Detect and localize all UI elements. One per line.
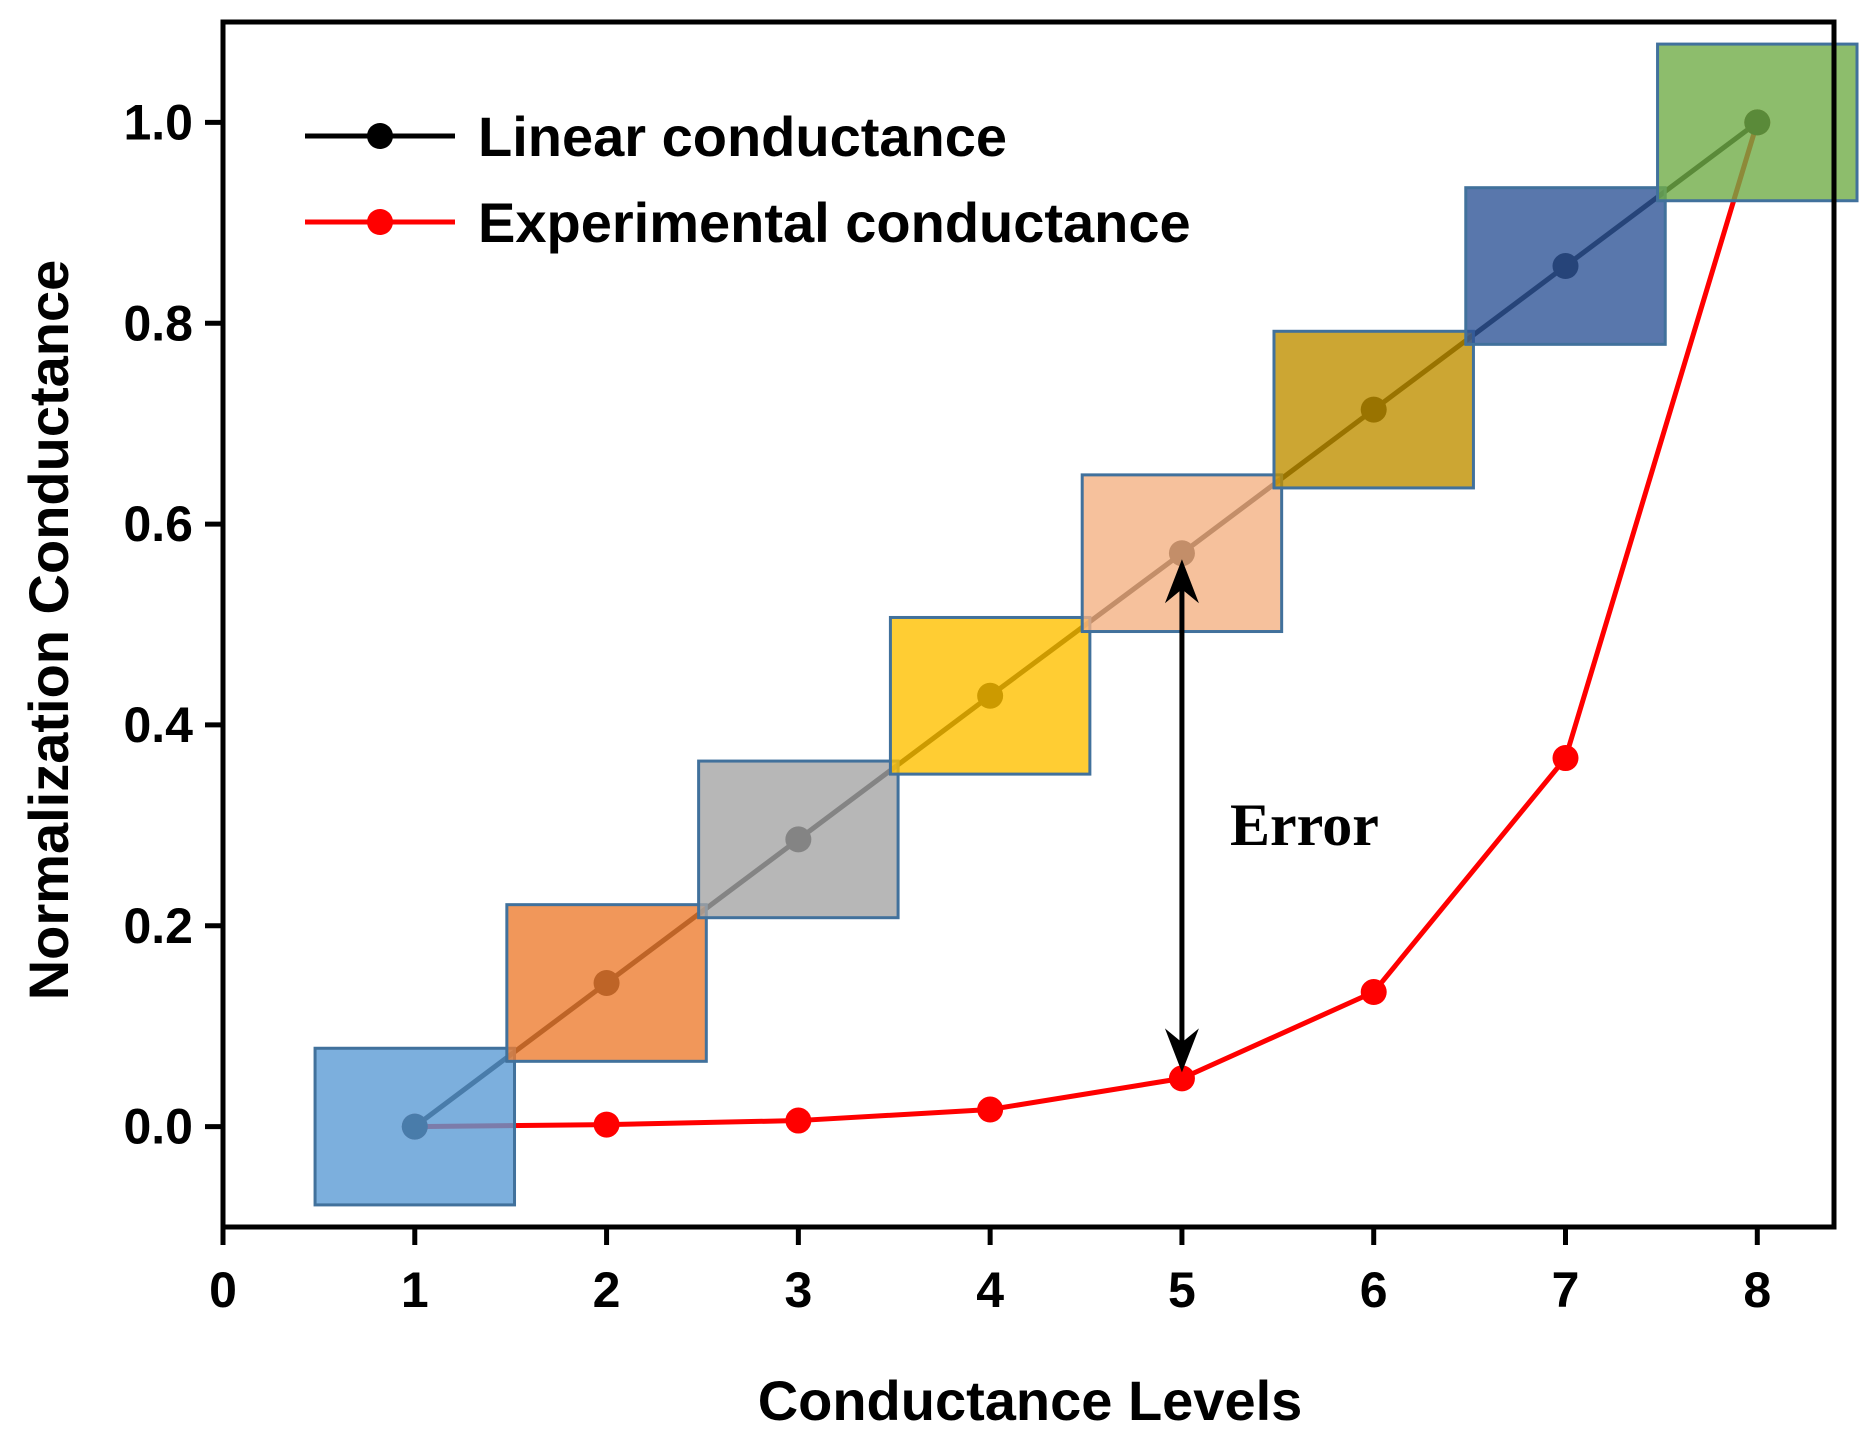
x-axis-title: Conductance Levels xyxy=(758,1369,1303,1432)
legend-label-experimental: Experimental conductance xyxy=(478,191,1191,254)
legend: Linear conductance Experimental conductan… xyxy=(305,105,1191,254)
error-annotation: Error xyxy=(1164,559,1379,1073)
x-tick-label: 0 xyxy=(209,1262,237,1318)
error-label: Error xyxy=(1230,792,1379,858)
level-box xyxy=(697,759,900,920)
y-tick-label: 0.4 xyxy=(123,697,193,753)
axes: 0 1 2 3 4 5 6 7 8 0.0 0.2 0.4 0.6 0.8 1.0 xyxy=(123,94,1771,1318)
level-box xyxy=(1464,186,1667,346)
x-tick-label: 6 xyxy=(1360,1262,1388,1318)
experimental-point xyxy=(1360,979,1387,1006)
level-box xyxy=(1272,329,1475,490)
level-box xyxy=(888,615,1092,776)
series-line-experimental xyxy=(414,121,1760,1130)
x-tick-label: 8 xyxy=(1743,1262,1771,1318)
y-axis-title: Normalization Conductance xyxy=(17,260,80,1001)
experimental-point xyxy=(593,1111,620,1138)
error-arrow-head-down xyxy=(1164,1028,1199,1073)
x-tick-label: 7 xyxy=(1552,1262,1580,1318)
x-tick-label: 5 xyxy=(1168,1262,1196,1318)
level-box xyxy=(313,1046,517,1207)
level-box xyxy=(1656,42,1859,203)
legend-marker-experimental xyxy=(367,209,393,235)
y-tick-label: 1.0 xyxy=(123,94,193,150)
y-tick-label: 0.0 xyxy=(123,1099,193,1155)
y-tick-label: 0.8 xyxy=(123,295,193,351)
x-tick-label: 4 xyxy=(976,1262,1004,1318)
experimental-point xyxy=(785,1107,812,1134)
x-tick-label: 3 xyxy=(784,1262,812,1318)
x-tick-label: 2 xyxy=(593,1262,621,1318)
error-arrow-head-up xyxy=(1164,559,1199,604)
experimental-point xyxy=(1168,1065,1195,1092)
level-boxes xyxy=(313,42,1859,1207)
legend-label-linear: Linear conductance xyxy=(478,105,1007,168)
legend-marker-linear xyxy=(367,123,393,149)
level-box xyxy=(505,903,708,1063)
experimental-point xyxy=(1552,745,1579,772)
experimental-point xyxy=(977,1096,1004,1123)
plot-frame xyxy=(220,19,1837,1230)
x-tick-label: 1 xyxy=(401,1262,429,1318)
y-tick-label: 0.6 xyxy=(123,496,193,552)
y-tick-label: 0.2 xyxy=(123,898,193,954)
